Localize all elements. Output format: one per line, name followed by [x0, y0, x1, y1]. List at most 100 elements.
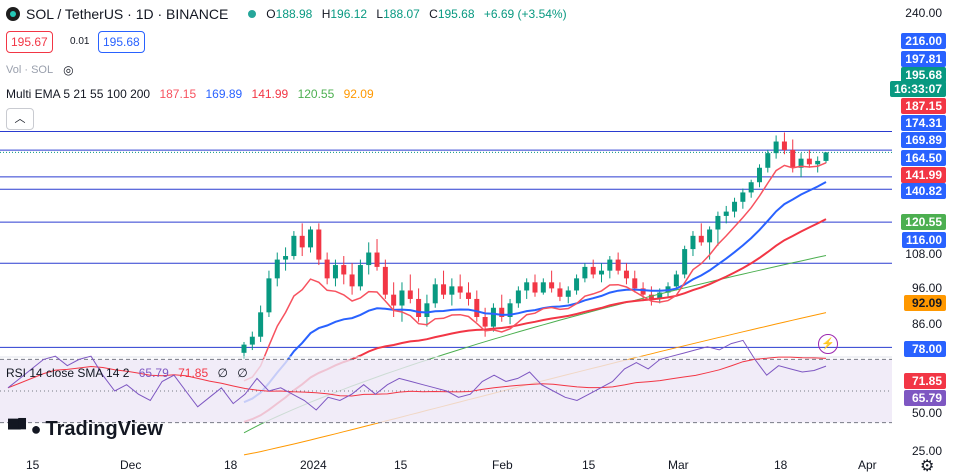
time-axis-tick-1: Dec — [120, 458, 142, 472]
candle-body-43 — [599, 270, 605, 275]
candle-body-28 — [474, 298, 480, 317]
candle-body-32 — [507, 303, 513, 317]
price-label-16:33:07: 16:33:07 — [889, 81, 946, 97]
candle-body-5 — [283, 256, 289, 260]
tradingview-logo[interactable]: ▀▘● TradingView — [8, 418, 163, 441]
candle-body-22 — [424, 303, 430, 317]
price-label-116.00: 116.00 — [901, 232, 946, 248]
price-label-92.09: 92.09 — [904, 295, 946, 311]
rsi-legend[interactable]: RSI 14 close SMA 14 2 65.79 71.85 ∅ ∅ — [6, 366, 254, 380]
candle-body-11 — [332, 265, 338, 279]
price-label-169.89: 169.89 — [901, 132, 946, 148]
tradingview-mark-icon: ▀▘● — [8, 419, 41, 439]
price-label-195.68: 195.68 — [901, 67, 946, 83]
rsi-line — [7, 339, 827, 411]
candle-body-6 — [291, 235, 297, 257]
candle-body-1 — [249, 336, 255, 345]
time-axis-tick-7: Mar — [668, 458, 689, 472]
candle-body-25 — [449, 286, 455, 295]
price-label-141.99: 141.99 — [901, 167, 946, 183]
rsi-sma-line — [7, 356, 827, 397]
brand-text: TradingView — [45, 418, 163, 440]
candle-body-9 — [316, 229, 322, 260]
collapse-legend-button[interactable]: ︿ — [6, 108, 34, 130]
candle-body-55 — [698, 235, 704, 243]
candle-body-30 — [490, 307, 496, 327]
buy-button[interactable]: 195.68 — [98, 31, 145, 53]
ema21-line — [243, 181, 827, 404]
rsi-value: 65.79 — [138, 366, 169, 380]
change-readout: +6.69 (+3.54%) — [483, 7, 567, 21]
candle-body-48 — [640, 288, 646, 295]
rsi-label-65.79: 65.79 — [904, 390, 946, 406]
price-label-216.00: 216.00 — [901, 33, 946, 49]
spread-value: 0.01 — [70, 36, 90, 47]
price-axis-tick-0: 240.00 — [905, 6, 942, 20]
ema-legend[interactable]: Multi EMA 5 21 55 100 200 187.15 169.89 … — [6, 87, 380, 101]
candle-body-21 — [416, 298, 422, 317]
candle-body-54 — [690, 235, 696, 250]
price-axis-tick-3: 86.00 — [911, 317, 942, 331]
candle-body-56 — [707, 229, 713, 243]
time-axis-tick-2: 18 — [224, 458, 238, 472]
candle-body-20 — [407, 290, 413, 299]
candle-body-45 — [615, 259, 621, 271]
candle-body-62 — [756, 167, 762, 183]
settings-gear-icon[interactable]: ⚙ — [920, 458, 935, 475]
candle-body-37 — [549, 282, 555, 289]
lightning-icon[interactable]: ⚡ — [818, 334, 838, 354]
candle-body-64 — [773, 141, 779, 154]
candle-body-13 — [349, 274, 355, 287]
candle-body-39 — [565, 290, 571, 297]
symbol-header[interactable]: SOL / TetherUS · 1D · BINANCE O188.98 H1… — [6, 5, 573, 23]
time-axis-tick-8: 18 — [774, 458, 788, 472]
ema5-value: 187.15 — [159, 87, 197, 101]
time-axis-tick-5: Feb — [492, 458, 513, 472]
sell-button[interactable]: 195.67 — [6, 31, 53, 53]
candle-body-42 — [590, 266, 596, 275]
candle-body-36 — [540, 282, 546, 293]
ema5-line — [243, 162, 827, 382]
candle-body-19 — [399, 290, 405, 306]
ema-legend-label: Multi EMA 5 21 55 100 200 — [6, 87, 151, 101]
candle-body-65 — [781, 141, 787, 150]
time-axis-tick-3: 2024 — [300, 458, 327, 472]
time-axis-tick-0: 15 — [26, 458, 40, 472]
candle-body-40 — [574, 278, 580, 291]
candle-body-63 — [765, 153, 771, 168]
sol-logo-icon — [6, 7, 20, 21]
candle-body-26 — [457, 286, 463, 293]
candle-body-61 — [748, 182, 754, 193]
candle-body-3 — [266, 278, 272, 313]
price-label-120.55: 120.55 — [901, 214, 946, 230]
ema55-value: 141.99 — [251, 87, 289, 101]
rsi-empty-1: ∅ — [217, 366, 228, 380]
candle-body-10 — [324, 259, 330, 279]
candle-body-68 — [806, 158, 812, 165]
price-label-164.50: 164.50 — [901, 150, 946, 166]
candle-body-38 — [557, 288, 563, 297]
candle-body-7 — [299, 235, 305, 248]
candle-body-31 — [499, 307, 505, 317]
rsi-axis-tick-1: 25.00 — [911, 444, 942, 458]
time-axis-tick-4: 15 — [394, 458, 408, 472]
candle-body-12 — [341, 265, 347, 275]
time-axis-tick-6: 15 — [582, 458, 596, 472]
candle-body-0 — [241, 344, 247, 353]
candle-body-60 — [740, 192, 746, 202]
candle-body-57 — [715, 215, 721, 230]
volume-legend-label: Vol · SOL — [6, 64, 54, 76]
candle-body-16 — [374, 252, 380, 267]
ohlc-readout: O188.98 H196.12 L188.07 C195.68 +6.69 (+… — [266, 7, 567, 21]
candle-body-4 — [274, 259, 280, 279]
rsi-axis-tick-0: 50.00 — [911, 406, 942, 420]
volume-legend[interactable]: Vol · SOL ◎ — [6, 63, 74, 77]
symbol-title[interactable]: SOL / TetherUS · 1D · BINANCE — [26, 6, 229, 22]
eye-hidden-icon[interactable]: ◎ — [63, 63, 74, 77]
candle-body-44 — [607, 259, 613, 271]
candle-body-2 — [258, 312, 264, 337]
candle-body-41 — [582, 266, 588, 279]
candle-body-24 — [441, 284, 447, 295]
candle-body-59 — [732, 201, 738, 212]
